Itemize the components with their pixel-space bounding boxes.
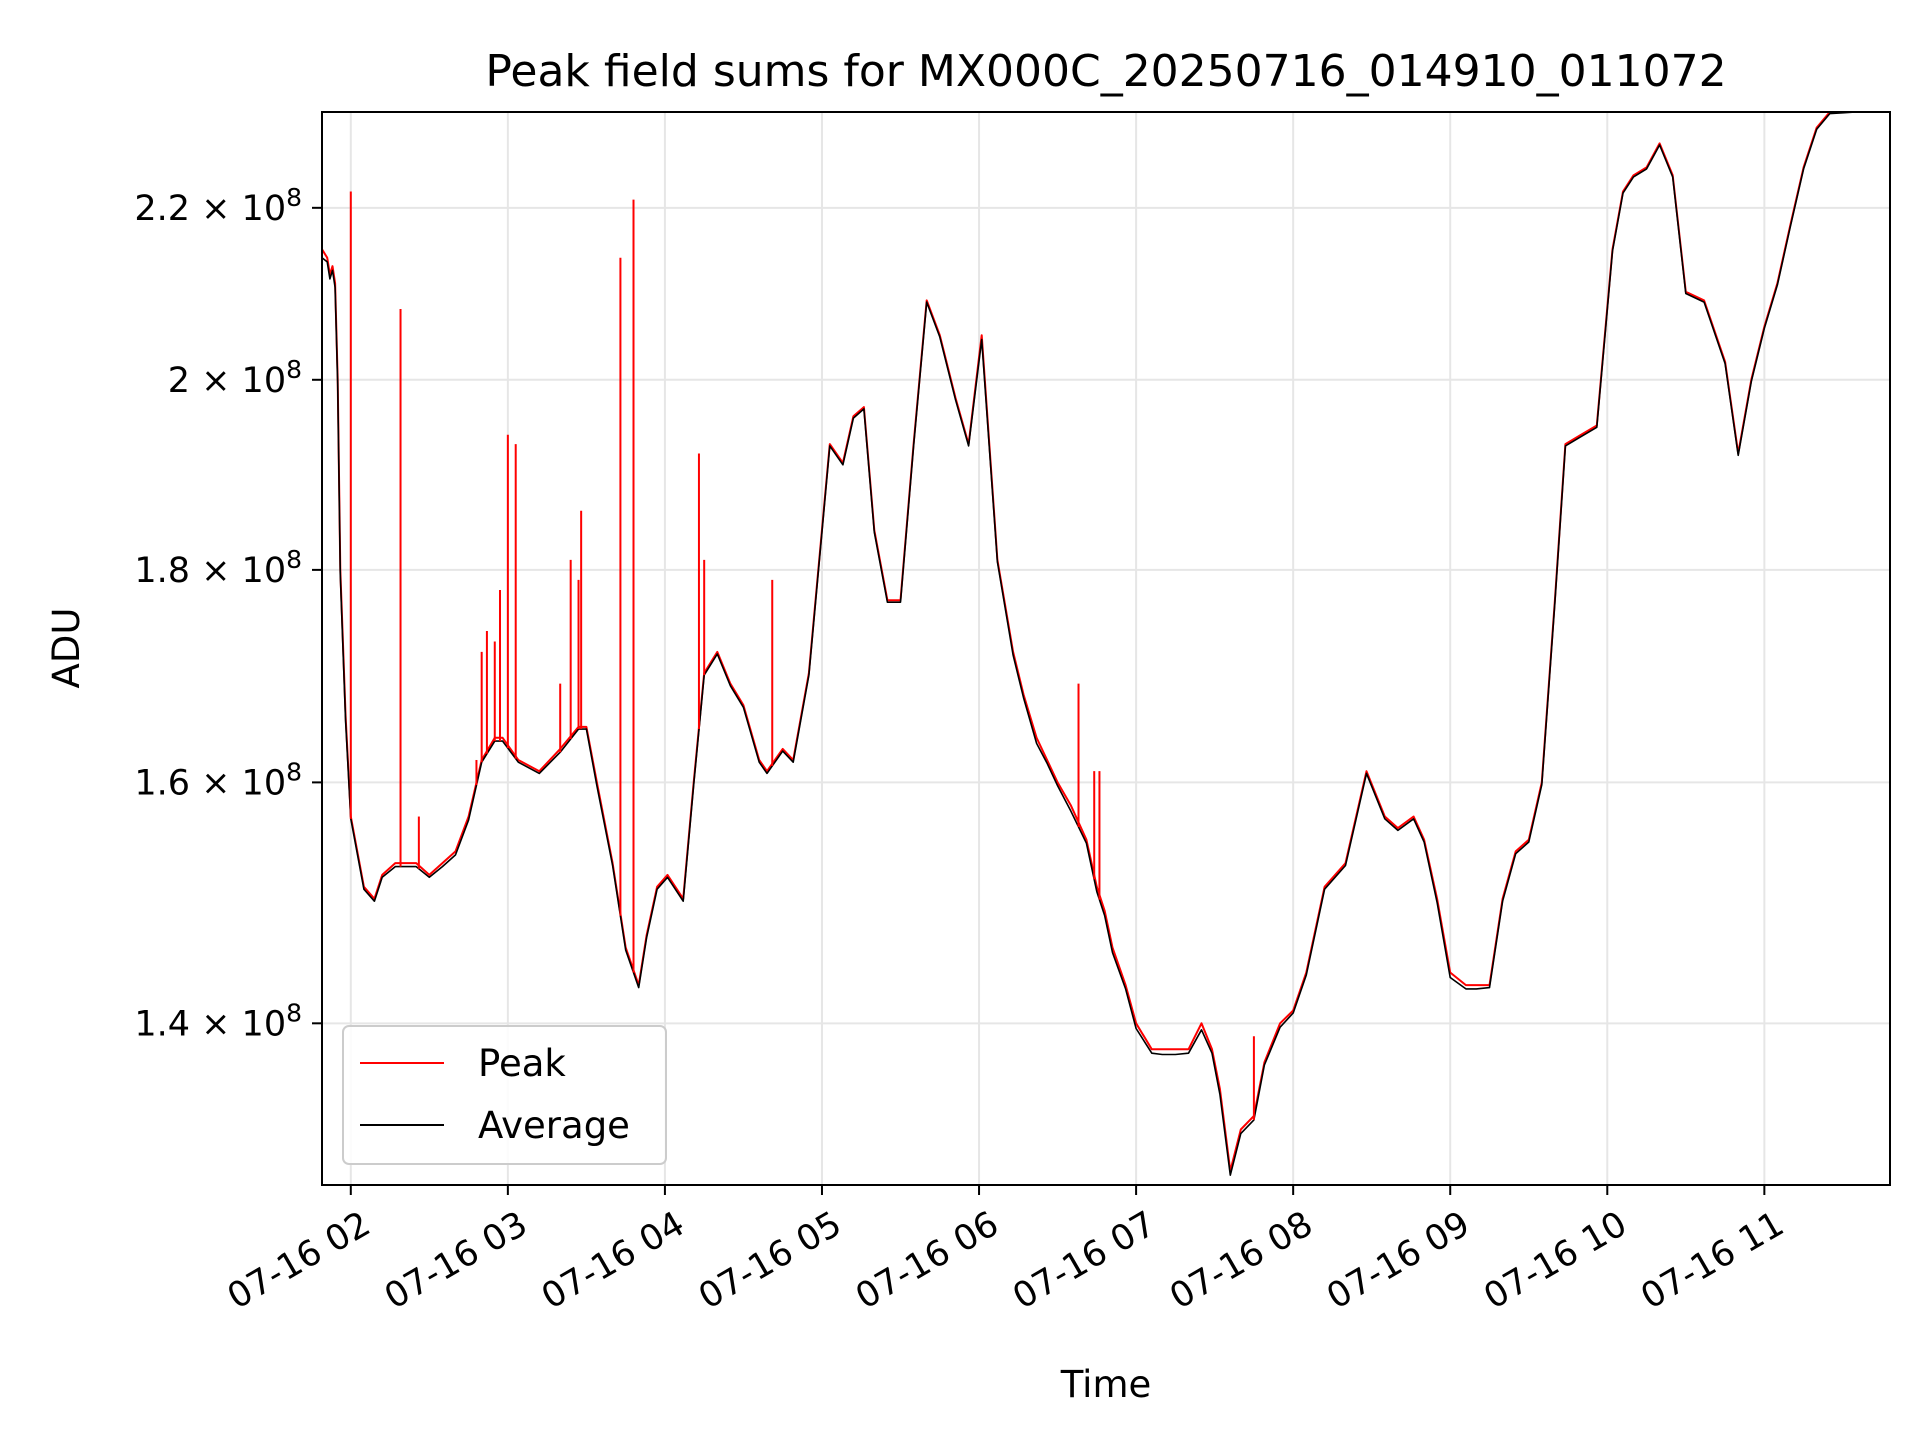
y-tick-label: 1.6 × 108 — [134, 757, 302, 803]
y-tick-label: 1.8 × 108 — [134, 545, 302, 591]
plot-frame — [321, 111, 1891, 1186]
grid — [322, 112, 1890, 1185]
legend: Peak Average — [342, 1025, 667, 1165]
y-axis-label: ADU — [45, 608, 88, 689]
legend-label-average: Average — [478, 1104, 630, 1147]
x-axis-label: Time — [1060, 1363, 1152, 1406]
series-layer — [322, 112, 1890, 1176]
legend-box — [342, 1025, 667, 1165]
y-tick-label: 2.2 × 108 — [134, 183, 302, 229]
series-line-average — [322, 112, 1890, 1176]
y-tick-label: 2 × 108 — [168, 355, 302, 401]
legend-label-peak: Peak — [478, 1042, 566, 1085]
y-tick-label: 1.4 × 108 — [134, 998, 302, 1044]
y-axis: 1.4 × 108 1.6 × 108 1.8 × 108 2 × 108 2.2 × … — [134, 183, 322, 1044]
chart-title: Peak field sums for MX000C_20250716_0149… — [485, 46, 1726, 97]
